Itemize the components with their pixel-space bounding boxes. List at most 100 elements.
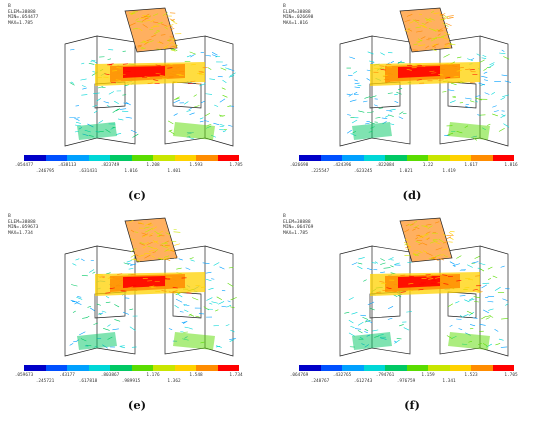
- vector-arrow: [435, 241, 441, 245]
- color-bar-segment: [492, 365, 514, 371]
- vector-arrow: [476, 53, 481, 57]
- vector-arrow: [80, 78, 87, 81]
- info-line: ELEM=38888: [8, 9, 36, 15]
- vector-arrow: [456, 255, 462, 259]
- vector-arrow: [227, 282, 234, 288]
- vector-arrow: [105, 296, 110, 299]
- vector-arrow: [211, 301, 219, 304]
- vector-arrow: [170, 49, 176, 52]
- vector-arrow: [415, 237, 419, 240]
- vector-arrow: [199, 120, 204, 123]
- vector-arrow: [130, 247, 137, 253]
- vector-arrow: [206, 297, 213, 301]
- color-bar: [299, 155, 514, 161]
- vector-arrow: [149, 224, 154, 226]
- vector-arrow: [346, 129, 352, 134]
- vector-arrow: [354, 79, 359, 82]
- vector-arrow: [141, 47, 146, 50]
- vector-arrow: [429, 240, 436, 244]
- vector-arrow: [363, 100, 368, 103]
- vector-arrow: [130, 12, 135, 15]
- vector-arrow: [423, 250, 428, 253]
- vector-arrow: [109, 276, 115, 279]
- vector-arrow: [479, 323, 486, 326]
- vector-arrow: [469, 297, 474, 301]
- vector-arrow: [383, 267, 391, 269]
- vector-arrow: [483, 71, 488, 74]
- vector-arrow: [438, 74, 444, 76]
- color-bar-segment: [131, 155, 153, 161]
- vector-arrow: [92, 104, 98, 107]
- vector-arrow: [119, 108, 127, 110]
- vector-arrow: [127, 262, 134, 266]
- vector-arrow: [163, 255, 170, 258]
- vector-arrow: [138, 221, 145, 225]
- vector-arrow: [453, 263, 461, 266]
- vector-arrow: [474, 256, 480, 259]
- lower-left-patch: [77, 332, 117, 350]
- vector-arrow: [492, 105, 497, 108]
- vector-arrow: [112, 108, 119, 113]
- vector-arrow: [164, 46, 169, 50]
- vector-arrow: [452, 65, 458, 67]
- vector-arrow: [155, 72, 161, 75]
- vector-arrow: [472, 289, 478, 291]
- lower-right-patch: [448, 332, 490, 350]
- vector-arrow: [489, 315, 494, 318]
- vector-arrow: [91, 59, 97, 64]
- vector-arrow: [227, 300, 231, 303]
- panel-caption: (d): [402, 188, 422, 202]
- vector-arrow: [502, 94, 510, 97]
- vector-arrow: [81, 62, 85, 65]
- vector-arrow: [485, 317, 490, 320]
- vector-arrow: [155, 64, 161, 67]
- vector-arrow: [348, 74, 353, 76]
- vector-arrow: [146, 241, 153, 245]
- vector-arrow: [107, 58, 111, 60]
- vector-arrow: [151, 247, 158, 250]
- lower-left-patch: [352, 122, 392, 140]
- panel-c: B ELEM=38888 MIN=.054477 MAX=1.785 .0544…: [0, 0, 275, 210]
- vector-arrow: [70, 299, 76, 302]
- vector-arrow: [494, 286, 501, 291]
- color-bar-segment: [299, 155, 321, 161]
- vector-arrow: [204, 120, 210, 122]
- info-line: B: [283, 214, 286, 219]
- vector-arrow: [435, 247, 443, 251]
- vector-arrow: [449, 43, 456, 46]
- vector-arrow: [140, 47, 144, 49]
- tick-label: 1.785: [229, 163, 243, 168]
- vector-arrow: [133, 253, 139, 256]
- color-bar-segment: [67, 155, 89, 161]
- vector-arrow: [198, 70, 204, 73]
- vector-arrow: [167, 120, 174, 125]
- vector-arrow: [385, 81, 391, 83]
- vector-arrow: [161, 290, 167, 292]
- vector-arrow: [492, 275, 498, 279]
- vector-arrow: [437, 33, 441, 36]
- vector-arrow: [447, 15, 454, 17]
- vector-arrow: [188, 107, 192, 110]
- color-bar-segment: [320, 155, 342, 161]
- vector-arrow: [487, 295, 495, 297]
- color-bar-segment: [428, 365, 450, 371]
- vector-arrow: [417, 236, 424, 239]
- vector-arrow: [88, 63, 95, 65]
- vector-arrow: [142, 233, 149, 237]
- vector-arrow: [219, 98, 226, 103]
- vector-arrow: [487, 266, 493, 270]
- vector-arrow: [438, 36, 445, 39]
- panel-caption: (c): [128, 188, 146, 202]
- vector-arrow: [190, 54, 195, 58]
- vector-arrow: [344, 311, 350, 314]
- tick-label: .822084: [375, 163, 395, 168]
- vector-arrow: [375, 261, 378, 264]
- color-bar-segment: [342, 155, 364, 161]
- tick-label: 1.419: [442, 169, 456, 174]
- vector-arrow: [230, 329, 235, 333]
- vector-arrow: [430, 38, 436, 42]
- vector-arrow: [443, 241, 448, 244]
- vector-arrow: [176, 293, 183, 298]
- vector-arrow: [416, 234, 420, 237]
- vector-arrow: [165, 232, 172, 236]
